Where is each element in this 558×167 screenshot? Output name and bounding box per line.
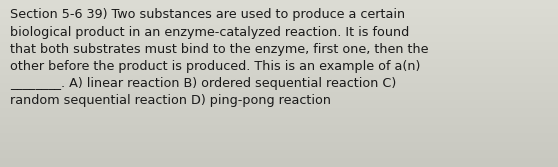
- Text: Section 5-6 39) Two substances are used to produce a certain
biological product : Section 5-6 39) Two substances are used …: [10, 8, 429, 107]
